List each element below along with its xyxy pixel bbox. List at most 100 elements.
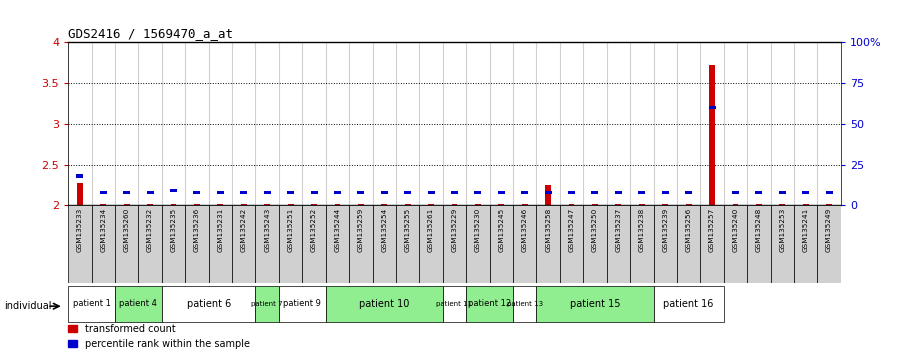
Bar <box>654 42 677 205</box>
Bar <box>209 205 232 283</box>
Text: GSM135237: GSM135237 <box>615 208 622 252</box>
Bar <box>630 42 654 205</box>
Bar <box>536 42 560 205</box>
Bar <box>357 191 365 194</box>
Bar <box>373 42 396 205</box>
Bar <box>663 204 668 205</box>
Text: GSM135254: GSM135254 <box>381 208 387 252</box>
Bar <box>490 205 513 283</box>
Bar <box>194 204 200 205</box>
Legend: transformed count, percentile rank within the sample: transformed count, percentile rank withi… <box>68 324 250 349</box>
Text: GSM135236: GSM135236 <box>194 208 200 252</box>
Bar <box>209 42 232 205</box>
Bar <box>677 42 700 205</box>
Text: patient 1: patient 1 <box>73 299 111 308</box>
Bar <box>803 191 809 194</box>
Bar <box>615 204 622 205</box>
Bar <box>490 42 513 205</box>
Bar <box>584 205 606 283</box>
Bar <box>287 191 295 194</box>
Bar <box>685 191 692 194</box>
Bar <box>747 42 771 205</box>
Bar <box>279 205 303 283</box>
Bar <box>92 42 115 205</box>
Bar <box>662 191 669 194</box>
Bar <box>685 204 692 205</box>
Bar <box>560 205 584 283</box>
Bar <box>724 205 747 283</box>
Text: GSM135242: GSM135242 <box>241 208 246 252</box>
Bar <box>138 42 162 205</box>
Bar <box>100 204 106 205</box>
Bar <box>325 42 349 205</box>
Bar <box>771 42 794 205</box>
Bar <box>825 191 833 194</box>
Bar <box>654 286 724 322</box>
Text: GSM135233: GSM135233 <box>77 208 83 252</box>
Bar <box>466 286 513 322</box>
Bar <box>452 204 457 205</box>
Bar <box>325 205 349 283</box>
Text: GSM135258: GSM135258 <box>545 208 551 252</box>
Bar <box>584 42 606 205</box>
Bar <box>124 191 130 194</box>
Bar <box>162 286 255 322</box>
Bar <box>700 205 724 283</box>
Bar <box>303 42 325 205</box>
Bar <box>241 204 246 205</box>
Text: GSM135241: GSM135241 <box>803 208 809 252</box>
Bar <box>817 42 841 205</box>
Bar <box>68 286 115 322</box>
Bar <box>536 286 654 322</box>
Bar <box>443 42 466 205</box>
Bar <box>311 204 317 205</box>
Bar <box>756 204 762 205</box>
Text: patient 9: patient 9 <box>284 299 321 308</box>
Bar <box>606 42 630 205</box>
Bar <box>428 204 434 205</box>
Bar <box>162 42 185 205</box>
Bar <box>325 42 349 205</box>
Bar <box>513 42 536 205</box>
Bar <box>373 205 396 283</box>
Bar <box>498 204 504 205</box>
Bar <box>217 191 224 194</box>
Bar <box>733 204 738 205</box>
Text: GSM135248: GSM135248 <box>756 208 762 252</box>
Bar <box>232 42 255 205</box>
Bar <box>451 191 458 194</box>
Bar <box>419 205 443 283</box>
Bar <box>396 42 419 205</box>
Bar <box>334 191 341 194</box>
Bar <box>779 204 785 205</box>
Text: patient 6: patient 6 <box>186 299 231 309</box>
Bar <box>68 205 92 283</box>
Text: GSM135250: GSM135250 <box>592 208 598 252</box>
Text: GSM135234: GSM135234 <box>100 208 106 252</box>
Bar <box>544 191 552 194</box>
Text: GSM135257: GSM135257 <box>709 208 715 252</box>
Text: individual: individual <box>5 301 52 311</box>
Bar <box>466 42 490 205</box>
Bar <box>92 42 115 205</box>
Bar <box>185 42 209 205</box>
Bar <box>490 42 513 205</box>
Bar <box>162 205 185 283</box>
Bar <box>732 191 739 194</box>
Bar <box>654 42 677 205</box>
Bar <box>419 42 443 205</box>
Bar <box>639 204 644 205</box>
Text: patient 11: patient 11 <box>436 301 473 307</box>
Bar <box>325 286 443 322</box>
Text: GSM135230: GSM135230 <box>474 208 481 252</box>
Bar <box>794 42 817 205</box>
Bar <box>521 191 528 194</box>
Bar <box>162 42 185 205</box>
Bar <box>771 42 794 205</box>
Bar <box>171 204 176 205</box>
Bar <box>311 191 317 194</box>
Text: GSM135235: GSM135235 <box>171 208 176 252</box>
Text: GSM135239: GSM135239 <box>663 208 668 252</box>
Bar <box>115 286 162 322</box>
Text: GSM135261: GSM135261 <box>428 208 435 252</box>
